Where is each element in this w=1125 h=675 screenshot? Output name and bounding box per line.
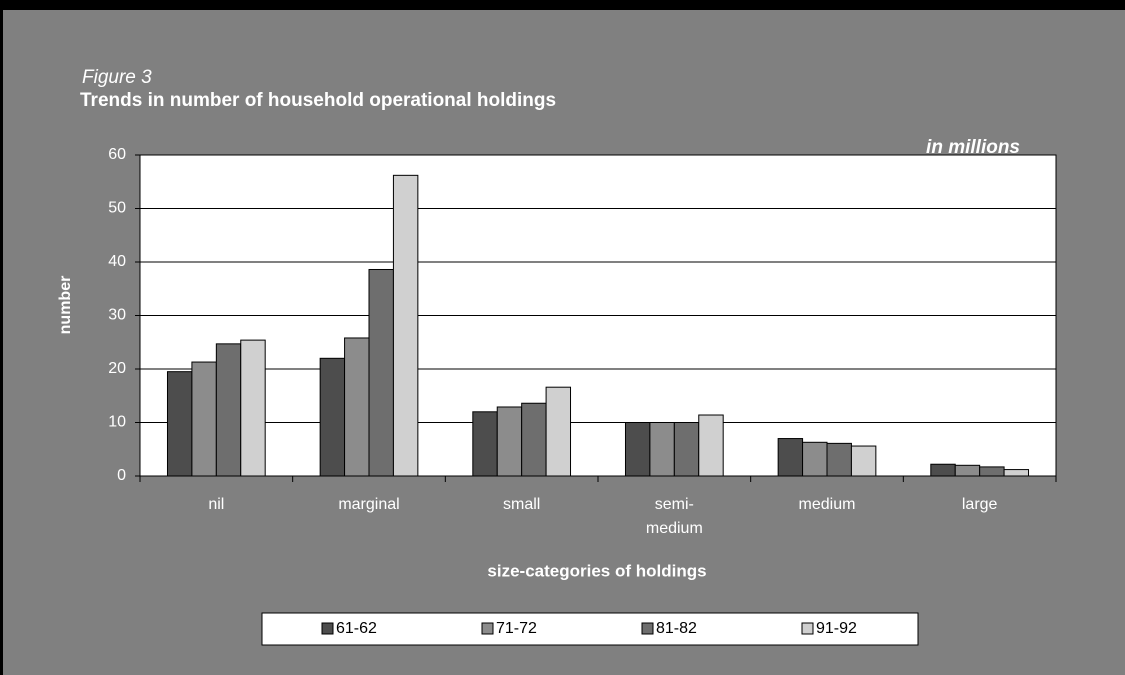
y-axis-title: number <box>57 276 74 335</box>
y-tick-label: 0 <box>117 467 126 484</box>
bar <box>649 422 675 477</box>
bar <box>545 386 572 477</box>
x-tick-label: semi-medium <box>646 496 703 537</box>
x-tick-label: large <box>962 496 998 513</box>
bar <box>240 339 266 477</box>
y-tick-label: 20 <box>108 360 126 377</box>
bar <box>1003 469 1030 477</box>
legend-label: 61-62 <box>336 620 377 637</box>
x-axis-title: size-categories of holdings <box>487 561 706 580</box>
legend-swatch <box>801 622 814 635</box>
chart-title: Trends in number of household operationa… <box>80 90 556 111</box>
legend-swatch <box>481 622 494 635</box>
bar <box>979 466 1005 477</box>
bar <box>930 463 956 477</box>
bar <box>521 402 547 477</box>
y-tick-label: 60 <box>108 146 126 163</box>
bar <box>777 438 804 477</box>
x-tick-label: marginal <box>338 496 399 513</box>
top-border <box>0 0 1125 10</box>
bar <box>368 268 394 477</box>
left-border <box>0 10 3 675</box>
legend-label: 81-82 <box>656 620 697 637</box>
bar <box>344 337 370 477</box>
bar <box>496 406 523 477</box>
y-tick-label: 10 <box>108 414 126 431</box>
bar <box>392 174 419 477</box>
x-tick-label: medium <box>799 496 856 513</box>
bar <box>698 414 724 477</box>
bar <box>673 422 700 477</box>
subtitle: in millions <box>926 137 1020 158</box>
bar <box>191 361 217 477</box>
bar <box>624 422 651 477</box>
bar <box>215 343 242 477</box>
bar <box>802 441 828 477</box>
bar <box>954 464 981 477</box>
legend-label: 91-92 <box>816 620 857 637</box>
bar <box>850 445 877 477</box>
bar <box>472 411 498 477</box>
y-tick-label: 30 <box>108 307 126 324</box>
legend-swatch <box>321 622 334 635</box>
x-tick-label: small <box>503 496 540 513</box>
bar <box>166 371 193 477</box>
y-tick-label: 40 <box>108 253 126 270</box>
x-tick-label: nil <box>208 496 224 513</box>
bar <box>826 442 852 477</box>
y-tick-label: 50 <box>108 200 126 217</box>
legend-label: 71-72 <box>496 620 537 637</box>
figure-label: Figure 3 <box>82 67 152 88</box>
legend-swatch <box>641 622 654 635</box>
bar <box>319 357 346 477</box>
